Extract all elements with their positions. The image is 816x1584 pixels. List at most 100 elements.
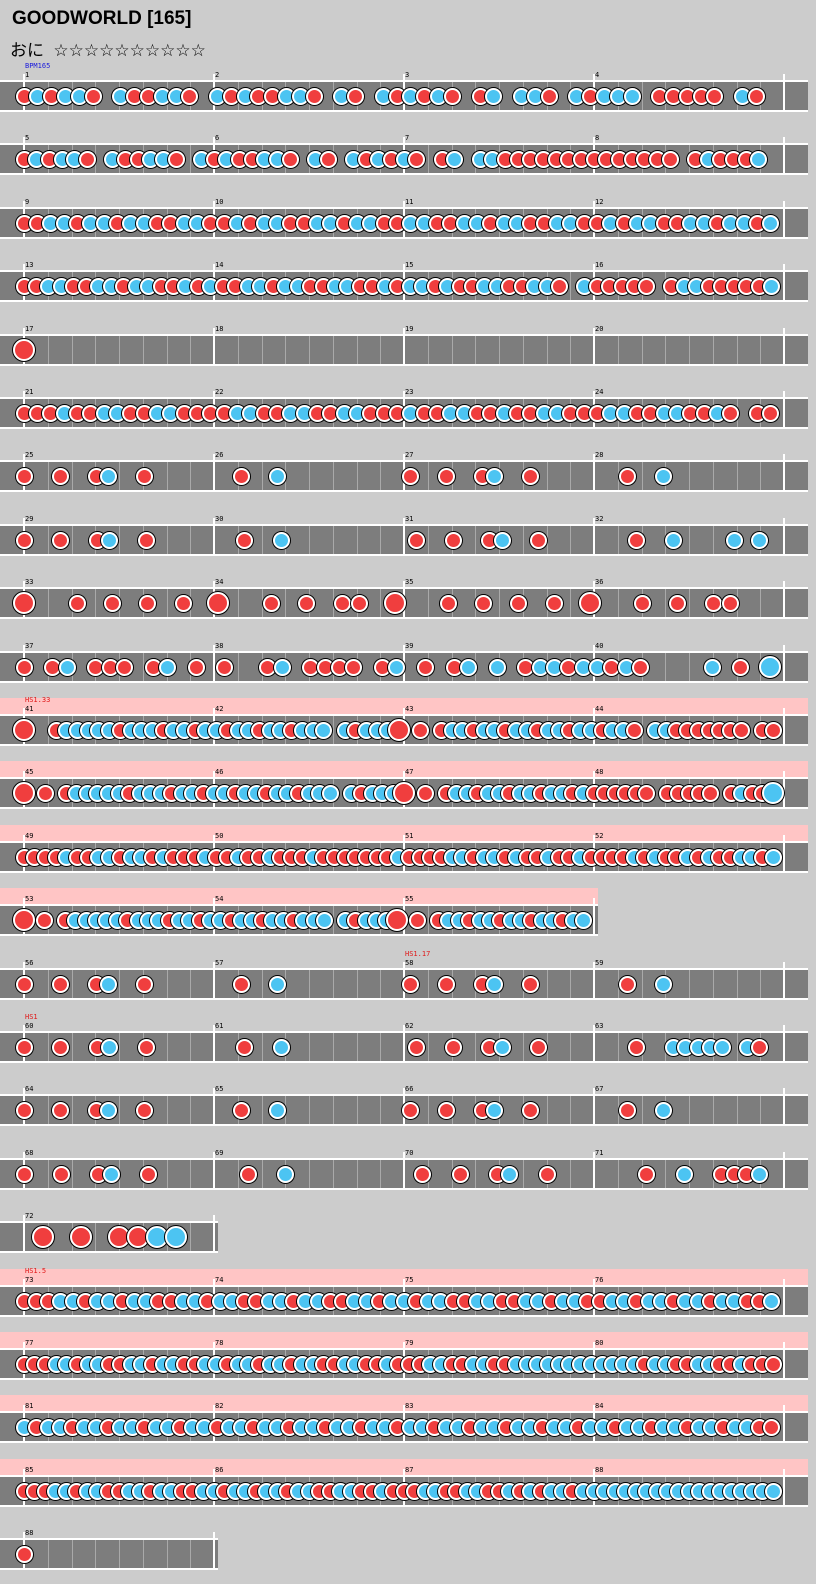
ka-note (158, 658, 176, 676)
beat-divider (356, 1033, 358, 1061)
beat-divider (356, 462, 358, 490)
beat-divider (641, 462, 643, 490)
beat-divider (427, 1033, 429, 1061)
ka-note (273, 658, 291, 676)
beat-divider (380, 462, 382, 490)
beat-divider (71, 336, 73, 364)
measure-number: 15 (405, 261, 414, 269)
don-note (551, 277, 569, 295)
don-note (416, 784, 434, 802)
don-note (115, 658, 133, 676)
beat-divider (309, 1096, 310, 1124)
bar-line (783, 581, 785, 619)
don-note (136, 1101, 154, 1119)
don-note (411, 721, 429, 739)
don-note (305, 87, 323, 105)
beat-divider (190, 1096, 192, 1124)
beat-divider (332, 589, 334, 617)
bar-line (213, 518, 215, 556)
bar-line (593, 898, 595, 936)
measure-number: 87 (405, 1466, 414, 1474)
don-note (722, 404, 740, 422)
beat-divider (332, 716, 334, 744)
don-note (15, 975, 33, 993)
beat-divider (736, 1096, 738, 1124)
measure-number: 8 (595, 134, 600, 142)
measure-number: 37 (25, 642, 34, 650)
beat-divider (119, 462, 120, 490)
beat-divider (309, 462, 310, 490)
don-note (628, 531, 646, 549)
don-note (750, 1038, 768, 1056)
don-note (618, 1101, 636, 1119)
ka-note (446, 150, 464, 168)
don-note (140, 1165, 158, 1183)
beat-divider (332, 970, 334, 998)
beat-divider (356, 1160, 358, 1188)
don-note (510, 594, 528, 612)
beat-divider (190, 462, 192, 490)
ka-note (58, 658, 76, 676)
measure-number: 12 (595, 198, 604, 206)
don-note (187, 658, 205, 676)
beat-divider (166, 1540, 168, 1568)
bar-line (213, 1215, 215, 1253)
bar-line (593, 518, 595, 556)
beat-divider (356, 336, 358, 364)
beat-divider (47, 1096, 49, 1124)
don-note (628, 1038, 646, 1056)
measure-number: 49 (25, 832, 34, 840)
note-lane (0, 1532, 218, 1570)
don-note (51, 975, 69, 993)
beat-divider (261, 336, 263, 364)
measure-number: 24 (595, 388, 604, 396)
big-don-note (393, 782, 415, 804)
don-note (15, 467, 33, 485)
bar-line (213, 1025, 215, 1063)
scroll-speed-marker: HS1.17 (405, 950, 431, 958)
don-note (68, 594, 86, 612)
bar-line (783, 645, 785, 683)
ka-note (485, 1101, 503, 1119)
don-note (451, 1165, 469, 1183)
don-note (236, 531, 254, 549)
measure-number: 58 (405, 959, 414, 967)
measure-number: 69 (215, 1149, 224, 1157)
big-ka-note (165, 1226, 187, 1248)
don-note (530, 531, 548, 549)
don-note (704, 594, 722, 612)
don-note (439, 594, 457, 612)
bar-line (783, 391, 785, 429)
beat-divider (617, 526, 619, 554)
beat-divider (546, 462, 548, 490)
beat-divider (356, 970, 358, 998)
don-note (167, 150, 185, 168)
measure-number: 22 (215, 388, 224, 396)
ka-note (501, 1165, 519, 1183)
don-note (52, 1165, 70, 1183)
beat-divider (427, 145, 429, 173)
beat-divider (261, 589, 263, 617)
don-note (401, 975, 419, 993)
beat-divider (47, 336, 49, 364)
don-note (444, 1038, 462, 1056)
beat-divider (119, 970, 120, 998)
ka-note (764, 1482, 782, 1500)
beat-divider (665, 1160, 667, 1188)
don-note (36, 784, 54, 802)
don-note (538, 1165, 556, 1183)
bar-line (783, 1152, 785, 1190)
ka-note (315, 721, 333, 739)
beat-divider (736, 1033, 738, 1061)
beat-divider (71, 970, 73, 998)
don-note (84, 87, 102, 105)
don-note (540, 87, 558, 105)
measure-number: 83 (405, 1402, 414, 1410)
don-note (401, 1101, 419, 1119)
measure-number: 67 (595, 1085, 604, 1093)
don-note (15, 1165, 33, 1183)
measure-number: 74 (215, 1276, 224, 1284)
beat-divider (119, 526, 120, 554)
ka-note (623, 87, 641, 105)
